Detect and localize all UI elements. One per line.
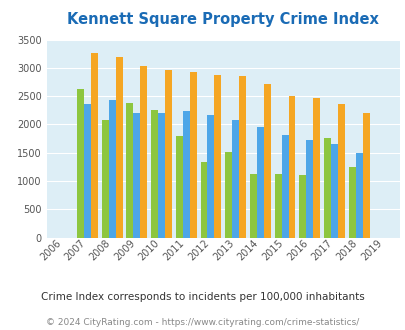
Bar (355, 153, 362, 238)
Bar (337, 104, 344, 238)
Text: Kennett Square Property Crime Index: Kennett Square Property Crime Index (67, 12, 378, 26)
Bar (330, 144, 337, 238)
Bar (323, 138, 330, 238)
Bar (200, 162, 207, 238)
Text: Crime Index corresponds to incidents per 100,000 inhabitants: Crime Index corresponds to incidents per… (41, 292, 364, 302)
Bar (298, 175, 305, 238)
Bar (239, 76, 245, 238)
Bar (164, 70, 171, 238)
Bar (362, 113, 369, 238)
Bar (182, 111, 189, 238)
Bar (281, 135, 288, 238)
Bar (263, 84, 270, 238)
Bar (207, 115, 214, 238)
Bar (102, 120, 109, 238)
Bar (288, 96, 295, 238)
Bar (126, 103, 133, 238)
Bar (175, 136, 182, 238)
Bar (109, 100, 115, 238)
Bar (133, 113, 140, 238)
Bar (312, 98, 319, 238)
Bar (91, 53, 98, 238)
Text: © 2024 CityRating.com - https://www.cityrating.com/crime-statistics/: © 2024 CityRating.com - https://www.city… (46, 318, 359, 327)
Bar (232, 120, 239, 238)
Bar (214, 75, 221, 238)
Bar (151, 110, 158, 238)
Bar (348, 167, 355, 238)
Bar (274, 174, 281, 238)
Bar (115, 56, 122, 238)
Bar (225, 152, 232, 238)
Bar (158, 113, 164, 238)
Bar (77, 89, 84, 238)
Bar (256, 127, 263, 238)
Bar (305, 140, 312, 238)
Bar (189, 72, 196, 238)
Bar (84, 104, 91, 238)
Bar (140, 66, 147, 238)
Bar (249, 174, 256, 238)
